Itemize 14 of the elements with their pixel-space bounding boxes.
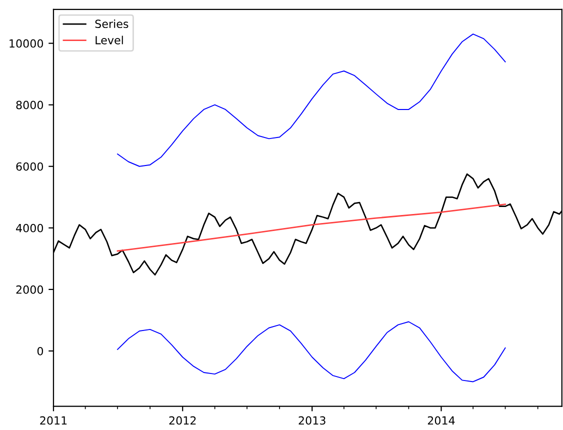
x-tick-label: 2012 [169, 416, 196, 425]
x-tick-label: 2011 [40, 416, 67, 425]
x-tick-label: 2014 [428, 416, 455, 425]
y-tick-label: 6000 [16, 162, 44, 171]
y-tick-label: 0 [37, 346, 44, 356]
y-tick-label: 8000 [16, 100, 44, 110]
line-series [117, 321, 506, 382]
legend-label: Series [95, 19, 128, 28]
y-tick-label: 2000 [16, 285, 44, 294]
y-tick-label: 4000 [16, 224, 44, 232]
y-tick-label: 10000 [10, 39, 44, 48]
line-series [116, 204, 506, 252]
legend-label: Level [96, 36, 123, 44]
x-tick-label: 2013 [298, 416, 326, 425]
